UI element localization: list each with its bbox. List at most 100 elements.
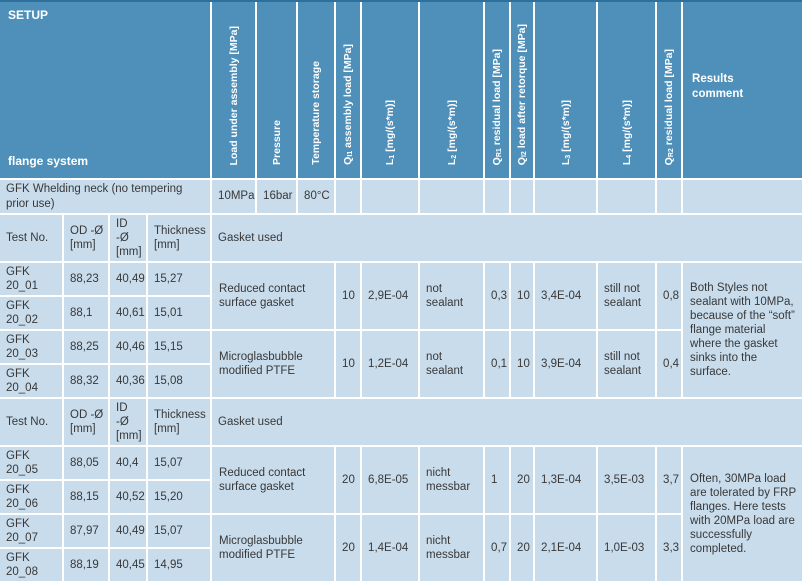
od-cell: 88,23 [64,263,110,298]
thickness-cell: 14,95 [148,549,213,583]
table-row: GFK 20_06 88,15 40,52 15,20 [0,481,802,516]
qr2-cell: 0,4 [657,331,684,400]
load-under-assembly-cell: 10MPa [212,180,258,215]
l4-cell: 3,5E-03 [598,447,658,516]
col-header-l4-leakage: L4 [mg/(s*m)] [598,2,658,180]
od-cell: 88,15 [64,481,110,516]
col-header-temperature-storage: Temperature storage [298,2,337,180]
test-no-cell: GFK 20_06 [0,481,64,516]
l3-cell: 3,4E-04 [535,263,599,332]
empty-cell [511,180,536,215]
gasket-cell: Microglasbubble modified PTFE [212,515,337,583]
qr2-cell: 3,3 [657,515,684,583]
col-header-load-under-assembly: Load under assembly [MPa] [212,2,258,180]
thickness-cell: 15,27 [148,263,213,298]
l1-cell: 6,8E-05 [362,447,421,516]
qi1-cell: 20 [336,515,363,583]
l1-cell: 1,4E-04 [362,515,421,583]
col-header-l1-leakage: L1 [mg/(s*m)] [362,2,421,180]
l3-cell: 2,1E-04 [535,515,599,583]
l4-cell: still not sealant [598,331,658,400]
l4-cell: still not sealant [598,263,658,332]
test-no-header-cell: Test No. [0,215,64,264]
thickness-cell: 15,15 [148,331,213,366]
table-row: GFK 20_07 87,97 40,49 15,07 Microglasbub… [0,515,802,583]
qi2-cell: 10 [511,263,536,332]
id-cell: 40,46 [110,331,148,366]
l1-cell: 1,2E-04 [362,331,421,400]
col-header-results-comment: Results comment [683,2,802,180]
test-no-cell: GFK 20_07 [0,515,64,550]
results-comment-cell: Often, 30MPa load are tolerated by FRP f… [683,447,802,583]
od-cell: 88,19 [64,549,110,583]
od-cell: 88,1 [64,297,110,332]
subheader-row: Test No. OD -Ø [mm] ID -Ø [mm] Thickness… [0,399,802,448]
col-header-qr2-residual-load: QR2 residual load [MPa] [657,2,684,180]
header-row: SETUP flange system Load under assembly … [0,2,802,180]
qi2-cell: 20 [511,515,536,583]
setup-flange-system-header: SETUP flange system [0,2,213,180]
od-cell: 87,97 [64,515,110,550]
l3-cell: 1,3E-04 [535,447,599,516]
flange-system-cell: GFK Whelding neck (no tempering prior us… [0,180,213,215]
empty-cell [683,180,802,215]
id-cell: 40,61 [110,297,148,332]
thickness-cell: 15,20 [148,481,213,516]
col-header-qr1-residual-load: QR1 residual load [MPa] [485,2,512,180]
id-cell: 40,49 [110,515,148,550]
qr1-cell: 0,7 [485,515,512,583]
qi2-cell: 20 [511,447,536,516]
l1-cell: 2,9E-04 [362,263,421,332]
thickness-header-cell: Thickness [mm] [148,215,213,264]
l2-cell: nicht messbar [420,515,486,583]
gasket-cell: Reduced contact surface gasket [212,263,337,332]
id-cell: 40,45 [110,549,148,583]
table-row: GFK 20_05 88,05 40,4 15,07 Reduced conta… [0,447,802,583]
subheader-row: Test No. OD -Ø [mm] ID -Ø [mm] Thickness… [0,215,802,264]
empty-cell [535,180,599,215]
table-row: GFK 20_04 88,32 40,36 15,08 [0,365,802,400]
col-header-pressure: Pressure [257,2,299,180]
gasket-cell: Microglasbubble modified PTFE [212,331,337,400]
id-cell: 40,52 [110,481,148,516]
gasket-used-header-cell: Gasket used [212,399,802,448]
od-cell: 88,05 [64,447,110,482]
qr1-cell: 1 [485,447,512,516]
qi1-cell: 10 [336,331,363,400]
test-no-cell: GFK 20_08 [0,549,64,583]
setup-values-row: GFK Whelding neck (no tempering prior us… [0,180,802,215]
results-comment-cell: Both Styles not sealant with 10MPa, beca… [683,263,802,400]
pressure-cell: 16bar [257,180,299,215]
qi1-cell: 10 [336,263,363,332]
empty-cell [598,180,658,215]
od-cell: 88,25 [64,331,110,366]
qr1-cell: 0,1 [485,331,512,400]
test-no-cell: GFK 20_04 [0,365,64,400]
empty-cell [420,180,486,215]
l2-cell: not sealant [420,263,486,332]
id-header-cell: ID -Ø [mm] [110,215,148,264]
qi1-cell: 20 [336,447,363,516]
temperature-cell: 80°C [298,180,337,215]
id-cell: 40,49 [110,263,148,298]
empty-cell [336,180,363,215]
col-header-qi1-assembly-load: QI1 assembly load [MPa] [336,2,363,180]
l2-cell: nicht messbar [420,447,486,516]
od-cell: 88,32 [64,365,110,400]
id-cell: 40,4 [110,447,148,482]
l3-cell: 3,9E-04 [535,331,599,400]
thickness-cell: 15,01 [148,297,213,332]
col-header-l2-leakage: L2 [mg/(s*m)] [420,2,486,180]
qr2-cell: 0,8 [657,263,684,332]
od-header-cell: OD -Ø [mm] [64,399,110,448]
od-header-cell: OD -Ø [mm] [64,215,110,264]
thickness-cell: 15,07 [148,447,213,482]
empty-cell [485,180,512,215]
l2-cell: not sealant [420,331,486,400]
col-header-qi2-load-after-retorque: QI2 load after retorque [MPa] [511,2,536,180]
empty-cell [362,180,421,215]
thickness-cell: 15,08 [148,365,213,400]
col-header-l3-leakage: L3 [mg/(s*m)] [535,2,599,180]
qi2-cell: 10 [511,331,536,400]
thickness-cell: 15,07 [148,515,213,550]
